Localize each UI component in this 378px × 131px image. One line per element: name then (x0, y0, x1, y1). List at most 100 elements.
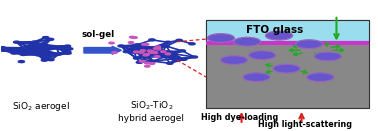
Circle shape (124, 50, 130, 52)
Circle shape (133, 57, 140, 59)
Circle shape (153, 48, 159, 49)
Circle shape (43, 37, 49, 39)
Circle shape (149, 51, 154, 52)
Circle shape (161, 51, 166, 53)
Circle shape (134, 44, 140, 46)
Circle shape (20, 53, 26, 55)
Circle shape (179, 50, 186, 52)
Circle shape (208, 34, 234, 42)
Circle shape (144, 44, 149, 45)
Circle shape (29, 46, 36, 48)
Circle shape (112, 52, 117, 53)
Bar (206, 20, 369, 41)
Text: FTO glass: FTO glass (246, 25, 303, 35)
Circle shape (135, 50, 141, 52)
Circle shape (151, 50, 157, 52)
Circle shape (170, 53, 177, 55)
Circle shape (163, 45, 169, 47)
Circle shape (139, 61, 144, 62)
Circle shape (142, 44, 147, 45)
Circle shape (20, 47, 26, 49)
Circle shape (41, 50, 47, 52)
Circle shape (48, 59, 54, 61)
Circle shape (34, 51, 41, 53)
Circle shape (18, 61, 25, 63)
Circle shape (36, 44, 42, 46)
Circle shape (141, 52, 147, 54)
Circle shape (140, 50, 146, 51)
Circle shape (273, 64, 300, 73)
Circle shape (143, 54, 148, 56)
Circle shape (48, 55, 54, 57)
Circle shape (152, 52, 158, 54)
Circle shape (156, 48, 161, 50)
Circle shape (172, 58, 178, 60)
Circle shape (266, 31, 293, 40)
Circle shape (307, 73, 334, 82)
Circle shape (48, 38, 54, 40)
Circle shape (191, 56, 198, 58)
Circle shape (155, 46, 161, 48)
Circle shape (162, 56, 168, 58)
Circle shape (167, 51, 174, 53)
FancyArrow shape (84, 46, 121, 54)
Circle shape (243, 73, 270, 82)
Circle shape (147, 50, 153, 52)
Circle shape (149, 39, 155, 41)
Circle shape (149, 47, 155, 49)
Circle shape (149, 51, 154, 52)
Circle shape (59, 46, 65, 48)
Text: sol-gel: sol-gel (82, 30, 115, 39)
Circle shape (136, 61, 143, 63)
Circle shape (11, 52, 17, 54)
Circle shape (153, 47, 159, 49)
Bar (206, 41, 369, 45)
Circle shape (166, 54, 172, 56)
Circle shape (130, 36, 135, 38)
Circle shape (46, 46, 53, 48)
Circle shape (189, 43, 195, 45)
Circle shape (148, 51, 154, 53)
Circle shape (129, 42, 133, 43)
Circle shape (56, 53, 62, 55)
Circle shape (220, 56, 248, 64)
Circle shape (14, 50, 20, 52)
Circle shape (14, 41, 20, 43)
Circle shape (109, 42, 114, 44)
Circle shape (65, 50, 71, 53)
Circle shape (118, 45, 124, 47)
Circle shape (176, 39, 182, 41)
Circle shape (54, 47, 60, 49)
Circle shape (165, 41, 171, 43)
Circle shape (123, 51, 130, 53)
Circle shape (133, 51, 139, 53)
Circle shape (149, 63, 155, 64)
Circle shape (38, 52, 44, 54)
Circle shape (25, 45, 31, 47)
Circle shape (181, 58, 187, 60)
Circle shape (145, 62, 150, 64)
Circle shape (67, 48, 73, 50)
Circle shape (30, 43, 36, 45)
Text: High light-scattering: High light-scattering (258, 120, 352, 129)
Circle shape (152, 51, 157, 53)
Circle shape (143, 56, 149, 58)
Circle shape (33, 49, 39, 51)
Circle shape (144, 53, 150, 55)
Circle shape (159, 51, 165, 53)
Circle shape (23, 50, 29, 53)
Circle shape (132, 37, 137, 38)
Circle shape (144, 54, 149, 55)
Circle shape (19, 49, 25, 51)
Circle shape (138, 51, 144, 53)
Circle shape (234, 37, 261, 46)
Circle shape (165, 53, 170, 55)
Circle shape (130, 45, 136, 47)
Circle shape (142, 51, 148, 53)
Circle shape (150, 47, 156, 50)
Circle shape (127, 49, 133, 51)
Circle shape (40, 50, 46, 52)
Text: SiO$_2$ aerogel: SiO$_2$ aerogel (12, 100, 70, 113)
Circle shape (314, 52, 341, 61)
Circle shape (38, 49, 44, 51)
